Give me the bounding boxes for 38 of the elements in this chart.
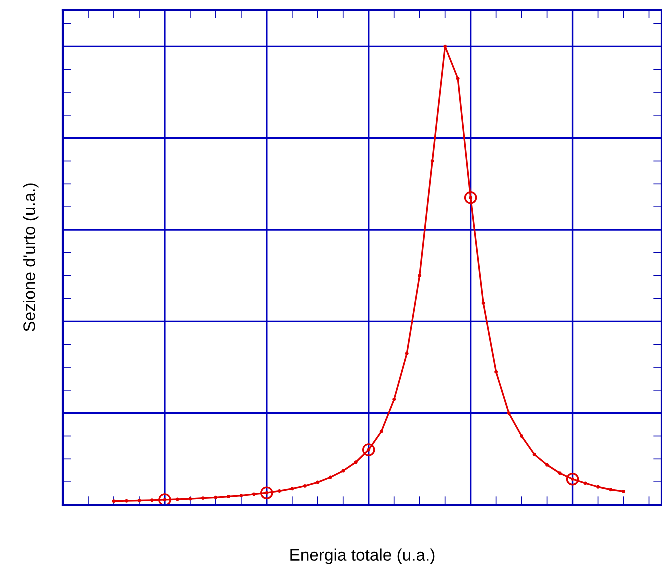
point xyxy=(316,480,320,484)
point xyxy=(303,484,307,488)
point xyxy=(596,485,600,489)
point xyxy=(380,430,384,434)
point xyxy=(405,352,409,356)
point xyxy=(278,490,282,493)
point xyxy=(532,452,536,456)
point xyxy=(482,302,486,306)
point xyxy=(584,482,588,486)
point xyxy=(176,498,180,502)
point xyxy=(226,495,230,498)
point xyxy=(138,499,142,502)
point xyxy=(150,498,154,502)
point xyxy=(444,44,448,48)
point xyxy=(201,496,205,500)
point xyxy=(252,492,256,496)
point xyxy=(328,476,332,480)
y-axis-title: Sezione d'urto (u.a.) xyxy=(23,184,39,332)
point xyxy=(188,497,192,501)
point xyxy=(546,463,550,467)
point xyxy=(214,496,218,500)
point xyxy=(622,490,626,494)
point xyxy=(124,499,128,503)
point xyxy=(520,434,524,438)
point xyxy=(494,370,498,374)
x-axis-title: Energia totale (u.a.) xyxy=(290,548,435,564)
point xyxy=(456,77,460,80)
point xyxy=(418,274,422,278)
point xyxy=(240,494,244,498)
point xyxy=(392,398,396,402)
point xyxy=(290,487,294,491)
point xyxy=(609,488,613,492)
point xyxy=(507,412,511,416)
point xyxy=(558,472,562,476)
point xyxy=(430,160,434,163)
point xyxy=(342,469,346,473)
point xyxy=(354,460,358,464)
point xyxy=(112,500,116,504)
